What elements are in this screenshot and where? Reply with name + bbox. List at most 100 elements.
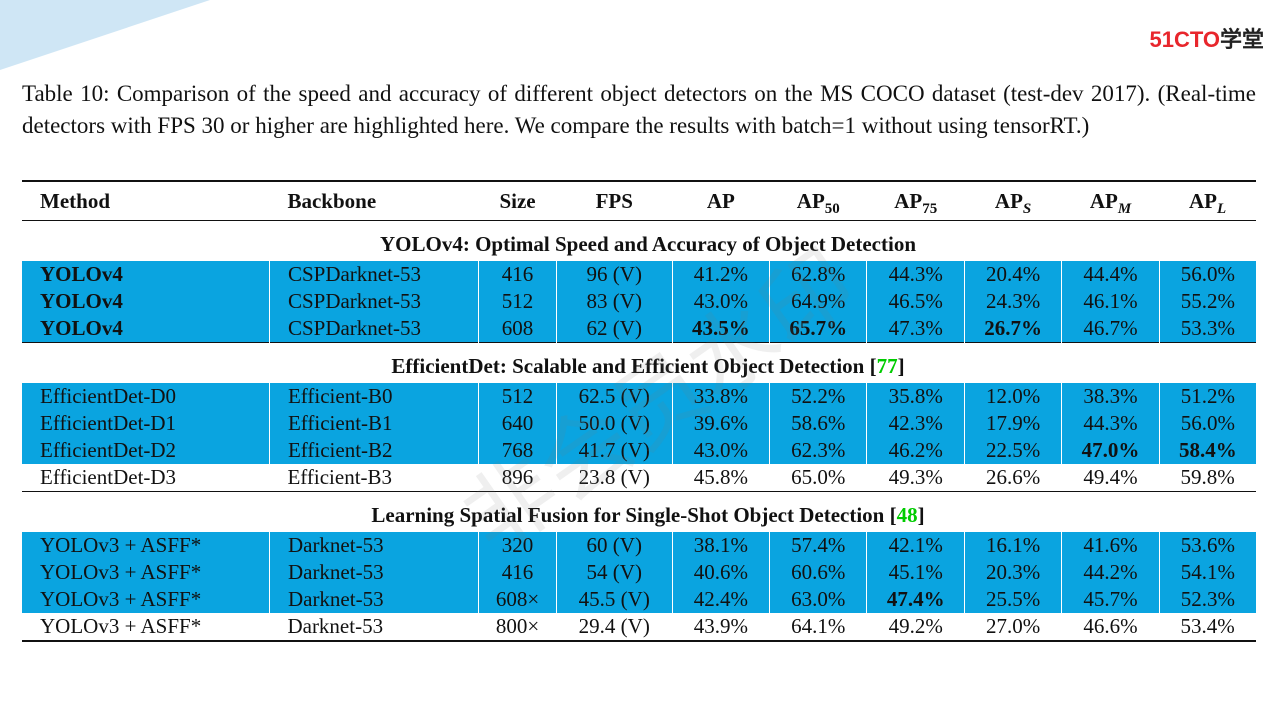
cell-ap: 41.2% [671,261,770,288]
cell-apl: 55.2% [1158,288,1256,315]
table-body: YOLOv4: Optimal Speed and Accuracy of Ob… [22,221,1256,641]
header-fps: FPS [595,188,633,213]
cell-apm: 41.6% [1061,532,1160,559]
cell-apl: 51.2% [1158,383,1256,410]
cell-ap: 40.6% [671,559,770,586]
cell-ap75: 47.4% [866,586,965,613]
cell-ap50: 64.1% [791,614,846,638]
cell-ap: 43.0% [671,288,770,315]
section-title: YOLOv4: Optimal Speed and Accuracy of Ob… [379,231,917,256]
cell-fps: 50.0 (V) [555,410,673,437]
cell-ap50: 62.3% [769,437,867,464]
cell-apm: 46.1% [1061,288,1160,315]
cell-backbone: Darknet-53 [287,614,384,638]
cell-size: 416 [478,261,557,288]
results-table: Method Backbone Size FPS AP AP50 AP75 AP… [22,180,1256,642]
table-row: EfficientDet-D2 Efficient-B2 768 41.7 (V) 43… [22,437,1256,464]
section-title: EfficientDet: Scalable and Efficient Obj… [391,353,905,378]
cell-aps: 25.5% [963,586,1062,613]
cell-ap75: 35.8% [866,383,965,410]
cell-apl: 56.0% [1158,261,1256,288]
citation-link[interactable]: 48 [896,502,918,527]
cell-fps: 83 (V) [555,288,673,315]
cell-ap75: 47.3% [866,315,965,343]
cell-method: EfficientDet-D1 [22,410,270,437]
cell-method: YOLOv4 [22,315,270,343]
cell-ap: 33.8% [671,383,770,410]
cell-method: EfficientDet-D3 [40,465,177,489]
cell-apm: 44.3% [1061,410,1160,437]
cell-backbone: Darknet-53 [268,532,479,559]
cell-ap: 43.5% [671,315,770,343]
cell-backbone: Darknet-53 [268,559,479,586]
cell-ap50: 62.8% [769,261,867,288]
cell-ap75: 46.2% [866,437,965,464]
cell-ap75: 42.1% [866,532,965,559]
corner-decoration [0,0,210,70]
cell-apl: 56.0% [1158,410,1256,437]
cell-backbone: Efficient-B0 [268,383,479,410]
cell-ap75: 46.5% [866,288,965,315]
cell-size: 768 [478,437,557,464]
cell-ap: 42.4% [671,586,770,613]
header-size: Size [499,188,536,213]
cell-size: 608 [478,315,557,343]
cell-ap50: 65.7% [769,315,867,343]
cell-backbone: Darknet-53 [268,586,479,613]
cell-apm: 44.4% [1061,261,1160,288]
cell-apm: 49.4% [1083,465,1138,489]
cell-ap75: 49.2% [888,614,943,638]
cell-ap50: 57.4% [769,532,867,559]
cell-fps: 54 (V) [555,559,673,586]
header-apm: APM [1089,188,1132,217]
cell-aps: 17.9% [963,410,1062,437]
table-row: YOLOv4 CSPDarknet-53 512 83 (V) 43.0% 64.9% 46… [22,288,1256,315]
cell-apl: 53.3% [1158,315,1256,343]
header-apl: APL [1189,188,1227,217]
cell-method: EfficientDet-D2 [22,437,270,464]
citation-link[interactable]: 77 [876,353,898,378]
table-row: YOLOv4 CSPDarknet-53 608 62 (V) 43.5% 65.7% 47… [22,315,1256,343]
cell-apl: 58.4% [1158,437,1256,464]
cell-aps: 26.7% [963,315,1062,343]
cell-aps: 16.1% [963,532,1062,559]
cell-ap50: 58.6% [769,410,867,437]
cell-backbone: CSPDarknet-53 [268,261,479,288]
cell-method: YOLOv3 + ASFF* [22,586,270,613]
cell-aps: 22.5% [963,437,1062,464]
cell-aps: 24.3% [963,288,1062,315]
cell-size: 640 [478,410,557,437]
header-backbone: Backbone [287,188,377,213]
cell-size: 416 [478,559,557,586]
cell-apm: 38.3% [1061,383,1160,410]
cell-fps: 60 (V) [555,532,673,559]
section-title: Learning Spatial Fusion for Single-Shot … [371,502,925,527]
cell-method: YOLOv3 + ASFF* [40,614,202,638]
cell-backbone: CSPDarknet-53 [268,315,479,343]
cell-ap: 45.8% [693,465,748,489]
cell-fps: 62 (V) [555,315,673,343]
header-aps: APS [994,188,1032,217]
table-row: YOLOv3 + ASFF* Darknet-53 320 60 (V) 38.1% 57… [22,532,1256,559]
section-header-row: YOLOv4: Optimal Speed and Accuracy of Ob… [22,221,1256,262]
cell-method: YOLOv4 [22,288,270,315]
cell-backbone: CSPDarknet-53 [268,288,479,315]
cell-ap50: 63.0% [769,586,867,613]
cell-apl: 52.3% [1158,586,1256,613]
cell-ap: 43.0% [671,437,770,464]
cell-fps: 96 (V) [555,261,673,288]
cell-fps: 62.5 (V) [555,383,673,410]
cell-aps: 12.0% [963,383,1062,410]
header-ap75: AP75 [894,188,938,217]
cell-apm: 46.7% [1061,315,1160,343]
cell-aps: 27.0% [985,614,1041,638]
cell-backbone: Efficient-B1 [268,410,479,437]
cell-aps: 26.6% [985,465,1041,489]
table-row: YOLOv3 + ASFF* Darknet-53 608× 45.5 (V) 42.4… [22,586,1256,613]
header-row: Method Backbone Size FPS AP AP50 AP75 AP… [22,181,1256,221]
cell-backbone: Efficient-B2 [268,437,479,464]
header-ap50: AP50 [796,188,840,217]
cell-ap75: 44.3% [866,261,965,288]
cell-ap: 39.6% [671,410,770,437]
table-row: YOLOv3 + ASFF* Darknet-53 416 54 (V) 40.6% 60… [22,559,1256,586]
